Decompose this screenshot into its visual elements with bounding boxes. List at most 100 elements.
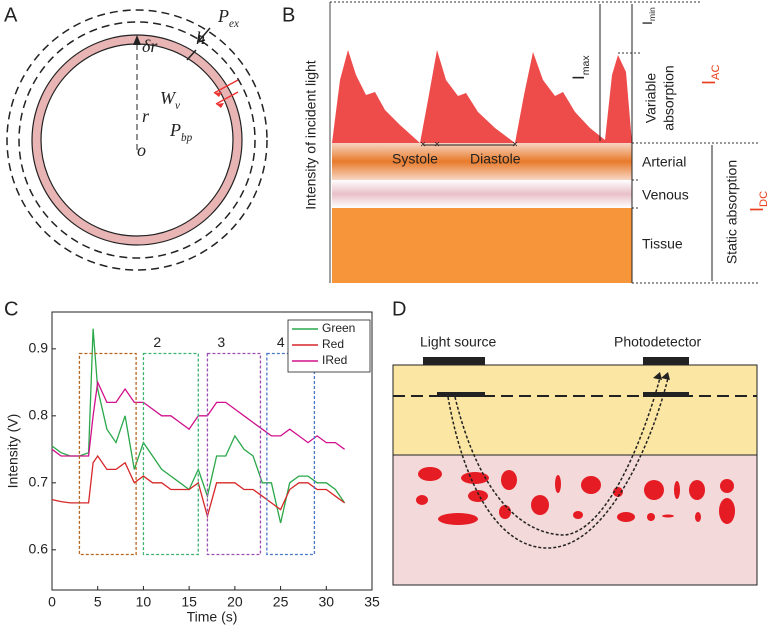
- photodetector-label: Photodetector: [614, 334, 702, 350]
- imin-label: Imin: [639, 7, 658, 25]
- region-box: [142, 352, 199, 556]
- layer-label: Arterial: [642, 154, 686, 170]
- light-path: [454, 377, 661, 536]
- variable-label: Variable: [643, 73, 659, 124]
- idc-label-main: I: [747, 207, 767, 212]
- bp-arrowheads: [214, 92, 224, 108]
- region-label: 2: [153, 334, 161, 350]
- bp-arrows: [213, 79, 239, 105]
- series-line: [51, 379, 345, 457]
- symbol: h: [196, 28, 205, 48]
- symbol: o: [137, 140, 146, 160]
- symbol-main: r: [142, 106, 150, 126]
- symbol-main: W: [160, 88, 177, 108]
- source-bar: [437, 392, 485, 397]
- x-tick-label: 10: [136, 594, 152, 610]
- tissue-layer: [332, 208, 632, 283]
- phase-mark: ×: [434, 140, 440, 151]
- region-box: [266, 352, 316, 556]
- y-axis-label: Intensity (V): [5, 414, 21, 489]
- legend-label: IRed: [322, 353, 347, 367]
- iac-label-sub: AC: [710, 64, 722, 80]
- variable-label: absorption: [661, 65, 677, 130]
- imax-label: Imax: [569, 55, 591, 80]
- x-tick-label: 15: [181, 594, 197, 610]
- x-tick-label: 35: [364, 594, 380, 610]
- idc-label: IDC: [747, 191, 768, 212]
- vessel-diagram: [6, 9, 268, 271]
- series-line: [51, 328, 346, 524]
- h-arrow: [186, 49, 197, 61]
- light-source: [423, 357, 485, 365]
- layer-label: Venous: [642, 187, 689, 203]
- region-label: 4: [277, 334, 285, 350]
- symbol-main: δr: [142, 36, 158, 56]
- panel-label: D: [392, 298, 406, 320]
- panel-label: A: [4, 4, 18, 26]
- symbol-main: o: [137, 140, 146, 160]
- symbol-sub: ex: [229, 18, 239, 30]
- blood-cells: [416, 467, 735, 525]
- imin-label-main: I: [639, 21, 655, 25]
- symbol-sub: bp: [181, 132, 193, 144]
- symbol: Pex: [217, 6, 239, 29]
- panel-label: B: [282, 4, 295, 26]
- middle-dashed-circle: [18, 21, 256, 259]
- symbol: r: [142, 106, 150, 126]
- y-tick-label: 0.7: [29, 474, 49, 490]
- iac-label: IAC: [699, 64, 722, 85]
- region-label: 3: [217, 334, 225, 350]
- x-axis-label: Time (s): [187, 609, 238, 625]
- idc-label-sub: DC: [758, 191, 768, 207]
- pulse-waves: [332, 50, 632, 143]
- light-arrowheads: [653, 372, 670, 380]
- symbol-main: h: [196, 28, 205, 48]
- region-box: [78, 352, 137, 556]
- imax-label-main: I: [569, 75, 588, 80]
- venous-layer: [332, 180, 632, 208]
- static-label: Static absorption: [724, 160, 740, 264]
- symbol: Pbp: [169, 120, 193, 143]
- y-tick-label: 0.9: [29, 340, 49, 356]
- region-box: [206, 352, 262, 556]
- detector-bar: [643, 392, 689, 397]
- light-path: [447, 377, 669, 549]
- skin-layer: [392, 364, 758, 456]
- y-tick-label: 0.6: [29, 541, 49, 557]
- photodetector: [643, 357, 689, 365]
- phase-mark: ×: [512, 140, 518, 151]
- legend-label: Red: [322, 337, 344, 351]
- imin-label-sub: min: [647, 7, 657, 21]
- sensor-diagram: [392, 357, 758, 586]
- absorption-diagram: × × ×: [329, 1, 760, 284]
- light-source-label: Light source: [420, 334, 496, 350]
- x-tick-label: 25: [273, 594, 289, 610]
- phase-label: Systole: [392, 151, 438, 167]
- symbol: δr: [142, 36, 158, 56]
- layer-label: Tissue: [642, 236, 683, 252]
- symbol-sub: v: [175, 100, 180, 112]
- symbol-main: P: [169, 120, 181, 140]
- x-tick-label: 20: [227, 594, 243, 610]
- intensity-chart: 0 5 10 15 20 25 30 35 0.6 0.7 0.8 0.9 Time (s) Intens…: [5, 311, 380, 625]
- imax-label-sub: max: [580, 55, 592, 76]
- x-tick-label: 5: [94, 594, 102, 610]
- radius-arrow: [133, 35, 141, 45]
- y-tick-label: 0.8: [29, 407, 49, 423]
- legend-label: Green: [322, 321, 355, 335]
- series-line: [51, 454, 345, 519]
- phase-mark: ×: [420, 140, 426, 151]
- pressure-arrow: [197, 27, 211, 43]
- panel-label: C: [4, 298, 18, 320]
- phase-label: Diastole: [470, 151, 521, 167]
- plot-frame: [51, 311, 373, 591]
- x-tick-label: 30: [318, 594, 334, 610]
- symbol-main: P: [217, 6, 229, 26]
- arterial-layer: [332, 143, 632, 180]
- x-tick-label: 0: [48, 594, 56, 610]
- y-axis-label: Intensity of incident light: [303, 60, 319, 210]
- iac-label-main: I: [699, 80, 719, 85]
- outer-dashed-circle: [6, 9, 268, 271]
- symbol: Wv: [160, 88, 180, 111]
